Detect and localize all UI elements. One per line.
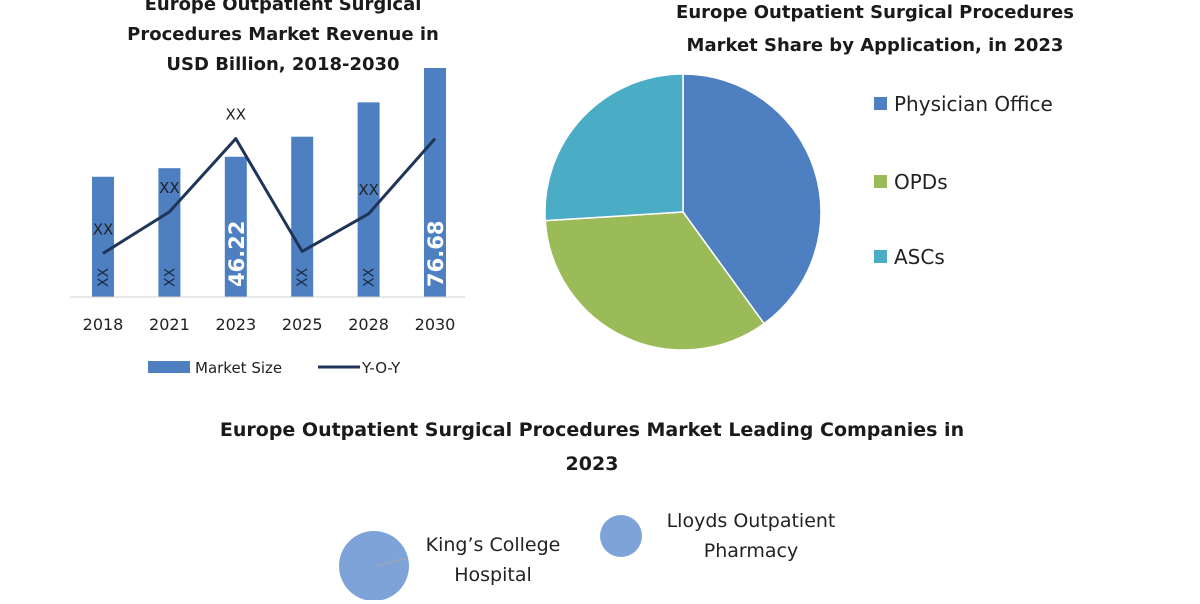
pie-legend-label-physician-office: Physician Office — [894, 92, 1053, 116]
x-tick-2025: 2025 — [282, 315, 323, 334]
x-tick-2023: 2023 — [215, 315, 256, 334]
pie-chart-title-line-2: Market Share by Application, in 2023 — [687, 35, 1064, 56]
company-label-lloyds-line-1: Lloyds Outpatient — [667, 510, 836, 532]
pie-chart-title-line-1: Europe Outpatient Surgical Procedures — [676, 2, 1074, 23]
bar-label-2018: XX — [96, 267, 112, 287]
yoy-label-2028: XX — [358, 181, 379, 199]
bar-2030 — [424, 68, 446, 297]
bar-label-2030: 76.68 — [424, 221, 448, 287]
bar-chart-title-line-2: Procedures Market Revenue in — [127, 24, 439, 45]
yoy-series-line — [102, 137, 437, 255]
yoy-label-2023: XX — [226, 106, 247, 124]
legend-label-yoy: Y-O-Y — [361, 359, 401, 377]
bar-label-2021: XX — [162, 267, 178, 287]
bar-series-market-size — [92, 68, 446, 297]
pie-slice-ascs — [544, 73, 684, 222]
companies-title-line-1: Europe Outpatient Surgical Procedures Ma… — [220, 419, 964, 441]
companies-title-line-2: 2023 — [566, 453, 619, 475]
yoy-label-2018: XX — [93, 220, 114, 238]
bar-2023 — [224, 156, 247, 297]
pie-legend-swatch-opds — [874, 175, 887, 188]
pie-legend-swatch-physician-office — [874, 97, 887, 110]
x-tick-2018: 2018 — [83, 315, 124, 334]
bar-2021 — [158, 168, 181, 297]
x-tick-2028: 2028 — [348, 315, 389, 334]
bar-2028 — [357, 102, 380, 297]
company-label-kings-college-line-2: Hospital — [454, 564, 532, 586]
legend-swatch-market-size — [148, 361, 190, 373]
company-bubble-lloyds-outpatient-pharmacy — [600, 515, 642, 557]
pie-slice-physician-office — [682, 73, 822, 325]
application-share-pie-chart: Europe Outpatient Surgical Procedures Ma… — [544, 2, 1074, 351]
bar-label-2025: XX — [295, 267, 311, 287]
x-axis-tick-labels: 2018 2021 2023 2025 2028 2030 — [83, 315, 456, 334]
bar-chart-title-line-1: Europe Outpatient Surgical — [145, 0, 422, 15]
company-label-lloyds-line-2: Pharmacy — [704, 540, 798, 562]
bar-data-labels: XX XX 46.22 XX XX 76.68 — [96, 221, 448, 287]
company-leader-line-kings-college — [375, 557, 409, 567]
pie-legend-label-ascs: ASCs — [894, 245, 945, 269]
bar-label-2023: 46.22 — [225, 221, 249, 287]
yoy-label-2021: XX — [159, 179, 180, 197]
bar-chart-legend: Market Size Y-O-Y — [148, 359, 401, 377]
company-label-kings-college-line-1: King’s College — [426, 534, 561, 556]
bar-2018 — [92, 176, 114, 297]
pie-legend-label-opds: OPDs — [894, 170, 948, 194]
pie-slice-opds — [544, 211, 766, 351]
x-tick-2030: 2030 — [415, 315, 456, 334]
pie-chart-legend: Physician Office OPDs ASCs — [874, 92, 1053, 269]
company-bubble-kings-college-hospital — [339, 531, 409, 601]
bar-label-2028: XX — [362, 267, 378, 287]
bar-2025 — [291, 136, 314, 297]
x-tick-2021: 2021 — [149, 315, 190, 334]
bar-chart-title-line-3: USD Billion, 2018-2030 — [166, 54, 399, 75]
yoy-data-labels: XX XX XX XX — [93, 106, 379, 239]
legend-label-market-size: Market Size — [195, 359, 282, 377]
leading-companies-section: Europe Outpatient Surgical Procedures Ma… — [220, 419, 964, 601]
pie-slices — [544, 73, 822, 351]
revenue-bar-line-chart: Europe Outpatient Surgical Procedures Ma… — [70, 0, 465, 377]
pie-legend-swatch-ascs — [874, 250, 887, 263]
